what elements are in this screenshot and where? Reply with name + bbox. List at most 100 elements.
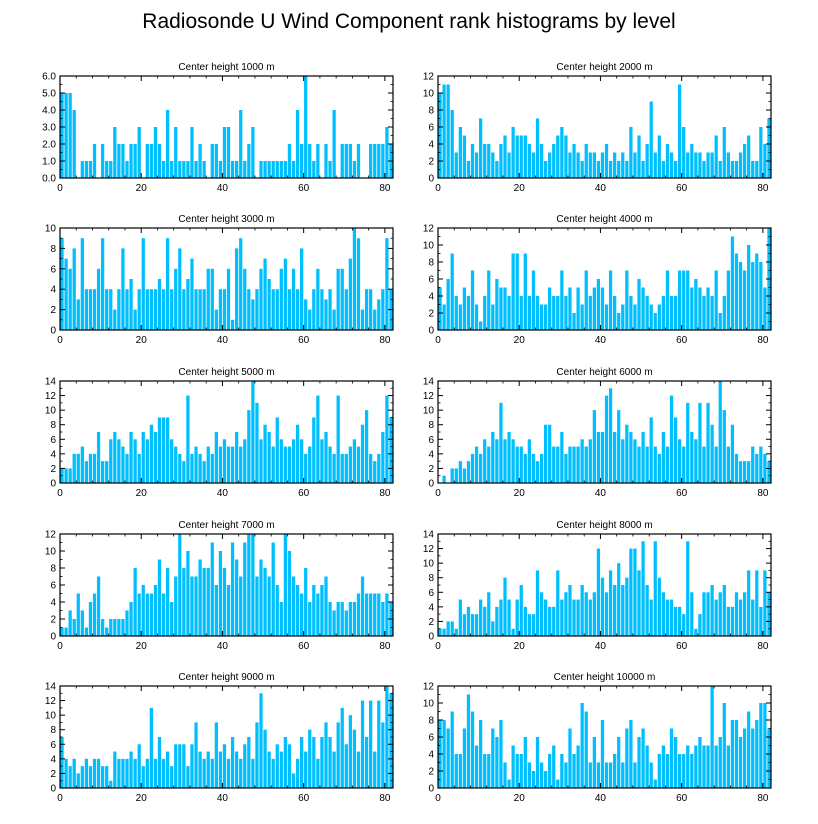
bar (243, 161, 247, 178)
bar (580, 703, 584, 788)
chart-panel-8: Center height 8000 m 0 20 40 60 80 0 2 4 6 8 10 12 14 (423, 520, 772, 652)
bar (308, 602, 312, 636)
bar (625, 161, 629, 178)
bar (186, 766, 190, 788)
bar (665, 144, 670, 178)
bar (710, 424, 714, 483)
bar (88, 766, 93, 788)
bar (291, 773, 296, 788)
bar (222, 439, 227, 483)
bar (170, 289, 174, 330)
bar (759, 703, 763, 788)
bar (515, 599, 519, 636)
bar (755, 161, 759, 178)
bar (344, 453, 348, 483)
bar (645, 296, 649, 330)
bar (96, 268, 101, 330)
chart-panel-4: Center height 4000 m 0 20 40 60 80 0 2 4 6 8 10 12 (423, 214, 772, 346)
bar (706, 287, 710, 330)
bar (470, 270, 475, 330)
bar (584, 711, 588, 788)
panel-title: Center height 9000 m (178, 672, 274, 683)
x-tick-label: 60 (298, 793, 310, 804)
bar (568, 446, 572, 483)
x-tick-label: 80 (757, 335, 769, 346)
bar (698, 152, 702, 178)
y-tick-label: 1.0 (42, 157, 56, 168)
bar (617, 563, 621, 636)
bar (125, 758, 129, 788)
bar (706, 592, 710, 636)
bar (348, 602, 352, 636)
bar (474, 304, 479, 330)
bar (759, 262, 763, 330)
bar (121, 758, 125, 788)
bar (80, 238, 84, 330)
bar (608, 270, 613, 330)
y-tick-label: 8 (50, 564, 56, 575)
bar (527, 296, 531, 330)
y-tick-label: 4.0 (42, 106, 56, 117)
bar (271, 758, 275, 788)
y-tick-label: 8 (428, 106, 434, 117)
bar (149, 707, 153, 788)
bar (385, 686, 389, 788)
bar (133, 144, 137, 178)
bar (157, 279, 162, 330)
bar (661, 432, 666, 483)
bar (665, 446, 670, 483)
bar (535, 461, 540, 483)
x-tick-label: 60 (298, 488, 310, 499)
bar (202, 568, 206, 636)
bar (694, 745, 698, 788)
bar (682, 270, 686, 330)
bar (239, 758, 243, 788)
x-tick-label: 40 (217, 793, 229, 804)
x-tick-label: 0 (435, 488, 441, 499)
bar (742, 144, 747, 178)
bar (682, 446, 686, 483)
bar (572, 313, 576, 330)
y-tick-label: 4 (428, 750, 434, 761)
bar (507, 779, 511, 788)
bar (466, 461, 471, 483)
y-tick-label: 6 (428, 588, 434, 599)
bar (714, 135, 718, 178)
bar (174, 576, 178, 636)
bar (718, 313, 722, 330)
y-tick-label: 10 (45, 224, 57, 235)
bar (661, 161, 666, 178)
bar (483, 439, 487, 483)
bar (466, 606, 471, 636)
bar (186, 395, 190, 483)
bar (637, 570, 641, 636)
bar (271, 161, 275, 178)
bar (101, 144, 105, 178)
bar (730, 424, 735, 483)
bar (324, 432, 328, 483)
bar (686, 541, 690, 636)
bar (360, 424, 365, 483)
bar (263, 424, 267, 483)
bar (442, 628, 446, 636)
bar (182, 161, 186, 178)
bar (625, 424, 629, 483)
bar (300, 144, 304, 178)
bar (105, 627, 109, 636)
bar (588, 762, 592, 788)
y-tick-label: 6 (50, 264, 56, 275)
y-tick-label: 5.0 (42, 89, 56, 100)
bar (682, 127, 686, 178)
bar (377, 299, 381, 330)
bar (137, 127, 141, 178)
bar (450, 711, 454, 788)
bar (625, 728, 629, 788)
bar (161, 417, 166, 483)
bar (755, 570, 759, 636)
bar (499, 599, 503, 636)
bar (588, 296, 592, 330)
bar (68, 610, 72, 636)
bar (678, 270, 682, 330)
bar (332, 110, 336, 178)
